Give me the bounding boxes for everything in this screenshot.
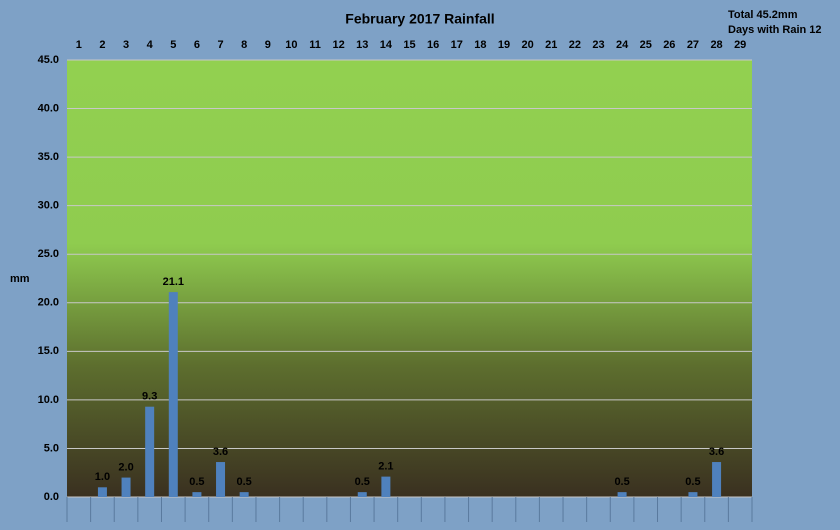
data-label: 3.6 xyxy=(709,446,724,458)
x-tick-label: 19 xyxy=(498,39,510,51)
chart-title: February 2017 Rainfall xyxy=(345,11,494,27)
x-tick-label: 11 xyxy=(309,39,321,51)
data-label: 9.3 xyxy=(142,391,157,403)
data-label: 1.0 xyxy=(95,471,110,483)
x-tick-label: 21 xyxy=(545,39,557,51)
y-tick-label: 10.0 xyxy=(38,394,59,406)
y-tick-label: 30.0 xyxy=(38,200,59,212)
x-tick-label: 7 xyxy=(217,39,223,51)
bar xyxy=(168,292,178,497)
data-label: 0.5 xyxy=(355,476,370,488)
x-tick-label: 1 xyxy=(76,39,82,51)
bar xyxy=(145,406,155,497)
x-tick-label: 22 xyxy=(569,39,581,51)
data-label: 0.5 xyxy=(237,476,252,488)
x-tick-label: 14 xyxy=(380,39,393,51)
y-tick-label: 45.0 xyxy=(38,54,59,66)
bar xyxy=(97,487,107,497)
x-tick-label: 20 xyxy=(521,39,533,51)
plot-area xyxy=(67,60,752,497)
y-tick-label: 35.0 xyxy=(38,151,59,163)
x-tick-label: 6 xyxy=(194,39,200,51)
bar xyxy=(381,476,391,497)
x-tick-label: 18 xyxy=(474,39,486,51)
x-tick-label: 27 xyxy=(687,39,699,51)
bar xyxy=(216,462,226,497)
x-tick-label: 29 xyxy=(734,39,746,51)
bar xyxy=(712,462,722,497)
x-tick-label: 28 xyxy=(710,39,722,51)
x-tick-label: 16 xyxy=(427,39,439,51)
x-tick-label: 26 xyxy=(663,39,675,51)
bar xyxy=(688,492,698,497)
bar xyxy=(239,492,249,497)
x-tick-label: 5 xyxy=(170,39,176,51)
annotation: Days with Rain 12 xyxy=(728,24,822,36)
y-axis-label: mm xyxy=(10,273,30,285)
bar xyxy=(357,492,367,497)
x-tick-label: 24 xyxy=(616,39,629,51)
y-tick-label: 20.0 xyxy=(38,297,59,309)
bar xyxy=(192,492,202,497)
data-label: 0.5 xyxy=(614,476,629,488)
y-tick-label: 0.0 xyxy=(44,491,59,503)
x-tick-label: 2 xyxy=(99,39,105,51)
x-tick-label: 12 xyxy=(333,39,345,51)
x-tick-label: 15 xyxy=(403,39,415,51)
bar xyxy=(121,477,131,497)
y-tick-label: 15.0 xyxy=(38,345,59,357)
y-tick-label: 25.0 xyxy=(38,248,59,260)
x-tick-label: 25 xyxy=(640,39,652,51)
bar xyxy=(617,492,627,497)
x-tick-label: 13 xyxy=(356,39,368,51)
x-tick-label: 23 xyxy=(592,39,604,51)
data-label: 2.1 xyxy=(378,461,393,473)
x-tick-label: 3 xyxy=(123,39,129,51)
y-tick-label: 40.0 xyxy=(38,102,59,114)
annotation: Total 45.2mm xyxy=(728,9,798,21)
x-tick-label: 8 xyxy=(241,39,247,51)
data-label: 2.0 xyxy=(118,461,133,473)
data-label: 21.1 xyxy=(163,276,184,288)
x-tick-label: 17 xyxy=(451,39,463,51)
data-label: 0.5 xyxy=(685,476,700,488)
data-label: 0.5 xyxy=(189,476,204,488)
data-label: 3.6 xyxy=(213,446,228,458)
x-tick-label: 9 xyxy=(265,39,271,51)
y-tick-label: 5.0 xyxy=(44,442,59,454)
x-tick-label: 10 xyxy=(285,39,297,51)
x-tick-label: 4 xyxy=(147,39,154,51)
